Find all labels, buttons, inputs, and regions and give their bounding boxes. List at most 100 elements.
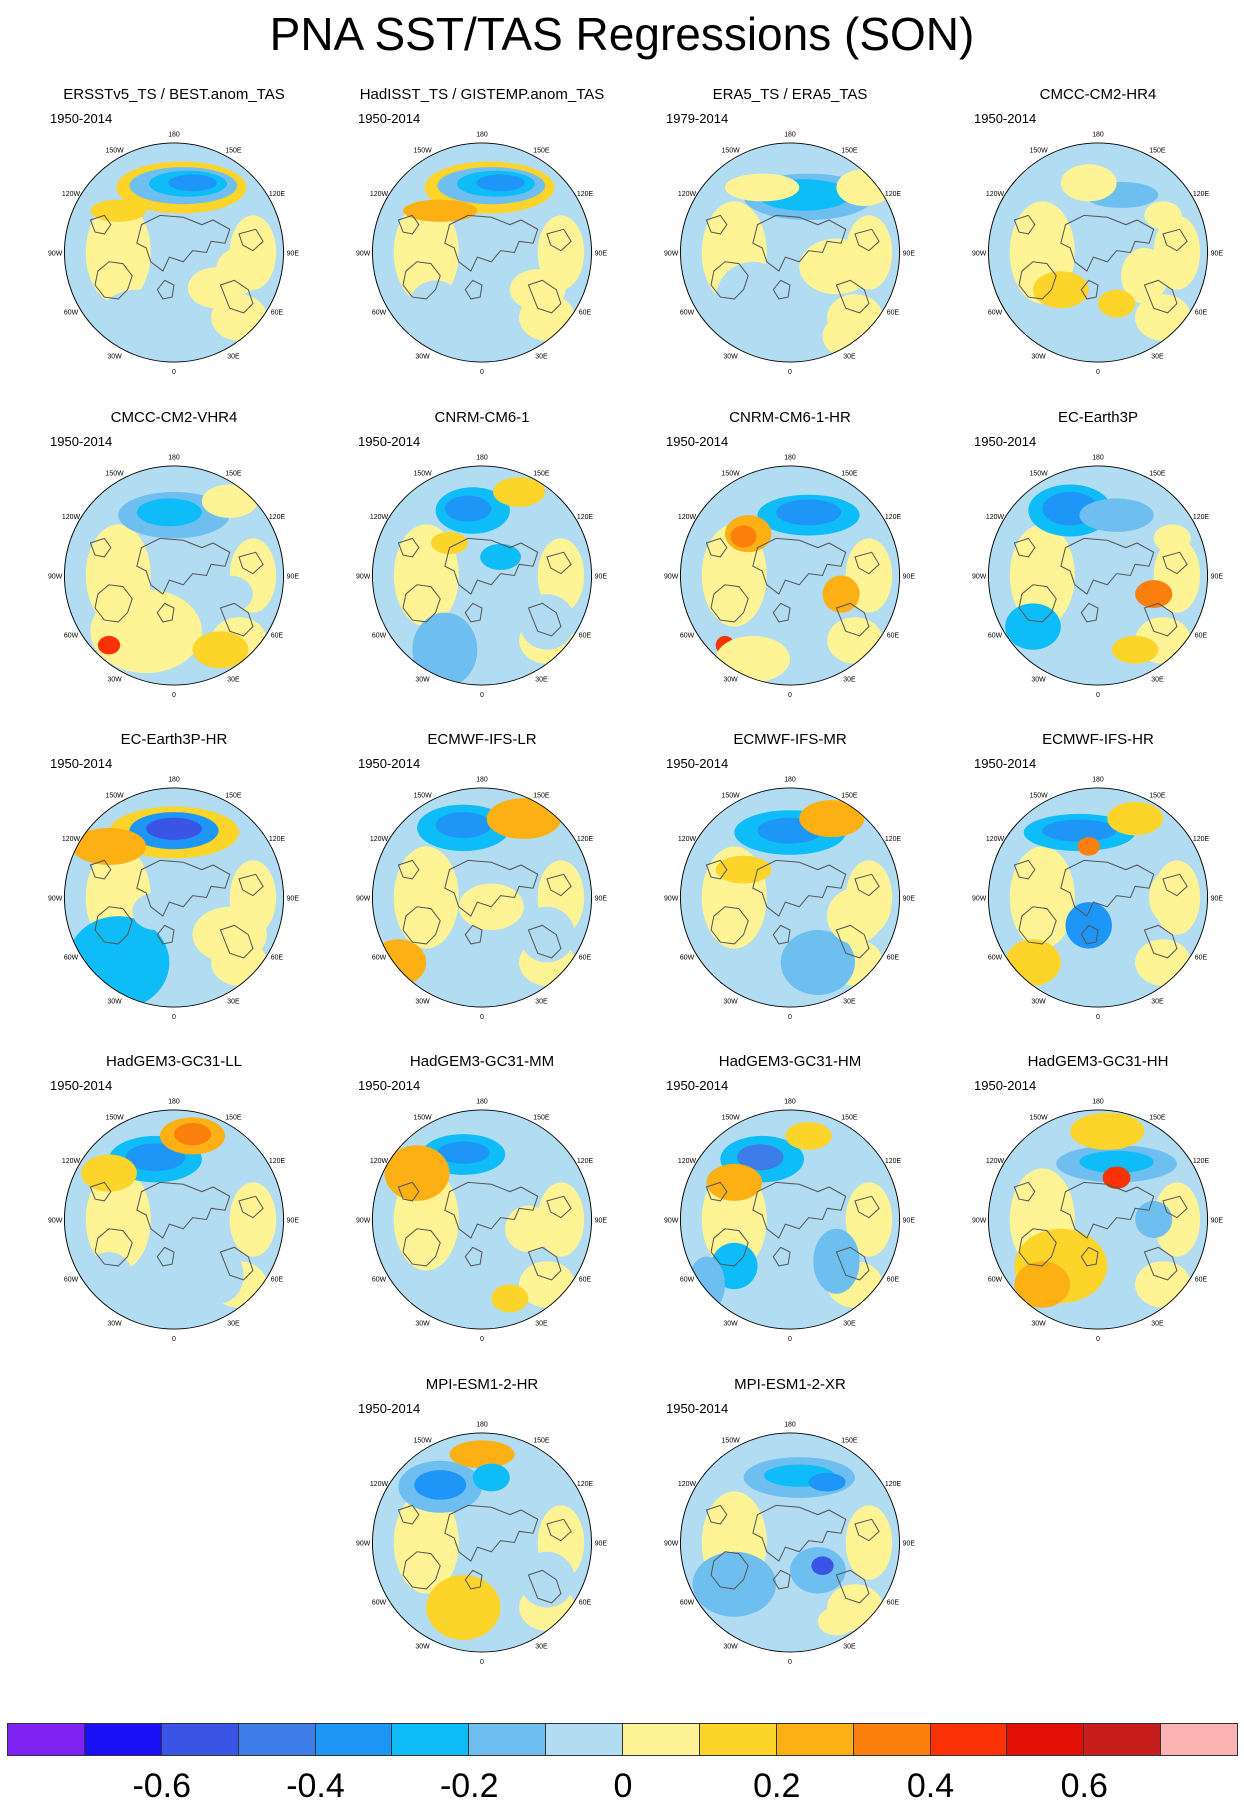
coastline [136, 537, 231, 595]
longitude-label: 30W [1031, 353, 1046, 360]
panel-period: 1950-2014 [358, 1078, 421, 1093]
map-border [63, 142, 285, 363]
anomaly-blob [1014, 1261, 1071, 1308]
longitude-label: 60E [887, 1600, 900, 1607]
anomaly-blob [493, 477, 546, 507]
anomaly-blob [1033, 271, 1089, 309]
coastline [527, 602, 562, 637]
longitude-label: 60E [887, 1277, 900, 1284]
longitude-label: 90W [356, 250, 371, 257]
coastline [546, 1195, 572, 1219]
anomaly-blob [168, 174, 217, 192]
longitude-label: 120E [269, 191, 286, 198]
colorbar-tick-label: 0.6 [1060, 1767, 1108, 1805]
longitude-label: 60E [1195, 1277, 1208, 1284]
coastline [705, 1504, 728, 1525]
map-field [680, 1109, 900, 1330]
coastline [1080, 1246, 1099, 1267]
map-field [372, 1109, 592, 1330]
map-panel: MPI-ESM1-2-XR 1950-2014 180 150E 120E 90E 60E 3… [640, 1376, 940, 1696]
longitude-label: 30W [723, 1320, 738, 1327]
longitude-label: 90E [595, 895, 608, 902]
longitude-label: 90W [664, 895, 679, 902]
coastline [444, 1504, 539, 1562]
coastline [464, 279, 483, 300]
longitude-label: 150W [105, 1114, 124, 1121]
longitude-label: 180 [1092, 454, 1104, 461]
coastline [219, 602, 254, 637]
longitude-label: 90W [48, 573, 63, 580]
longitude-label: 90W [664, 250, 679, 257]
longitude-label: 90W [48, 250, 63, 257]
longitude-label: 60E [271, 633, 284, 640]
anomaly-blob [384, 1145, 450, 1201]
longitude-label: 30W [415, 998, 430, 1005]
longitude-label: 60W [64, 310, 79, 317]
anomaly-blob [725, 173, 800, 202]
coastline [1060, 859, 1155, 917]
longitude-label: 120W [370, 1158, 389, 1165]
longitude-label: 90E [287, 1217, 300, 1224]
longitude-label: 60W [372, 955, 387, 962]
coastline [1060, 214, 1155, 272]
longitude-label: 30E [1151, 676, 1164, 683]
longitude-label: 120W [62, 836, 81, 843]
longitude-label: 30W [723, 998, 738, 1005]
longitude-label: 120E [577, 514, 594, 521]
coastline [854, 551, 880, 575]
map-field [372, 465, 592, 686]
longitude-label: 120W [370, 191, 389, 198]
anomaly-blob [836, 168, 893, 207]
anomaly-blob [403, 199, 478, 222]
longitude-label: 150W [105, 147, 124, 154]
longitude-label: 180 [476, 131, 488, 138]
coastline [1013, 537, 1036, 558]
longitude-label: 90E [1211, 895, 1224, 902]
polar-map: 180 150E 120E 90E 60E 30E 0 30W 60W 90W 120W 150W [664, 776, 915, 1021]
longitude-label: 30E [227, 353, 240, 360]
coastline [1013, 214, 1036, 235]
colorbar-swatch [237, 1723, 316, 1756]
coastline [854, 228, 880, 252]
longitude-label: 0 [1096, 1014, 1100, 1021]
map-panel: HadGEM3-GC31-HH 1950-2014 180 150E 120E 90E 60… [948, 1053, 1244, 1373]
longitude-label: 180 [476, 454, 488, 461]
longitude-label: 180 [784, 454, 796, 461]
longitude-label: 90E [287, 895, 300, 902]
panel-title: CNRM-CM6-1-HR [729, 409, 851, 426]
polar-map: 180 150E 120E 90E 60E 30E 0 30W 60W 90W 120W 150W [48, 131, 299, 376]
coastline [705, 859, 728, 880]
longitude-label: 150W [413, 792, 432, 799]
longitude-label: 60E [887, 955, 900, 962]
panel-title: ECMWF-IFS-MR [733, 731, 847, 748]
polar-map: 180 150E 120E 90E 60E 30E 0 30W 60W 90W 120W 150W [356, 776, 608, 1021]
longitude-label: 90W [972, 895, 987, 902]
map-border [679, 1109, 901, 1330]
longitude-label: 30W [723, 1643, 738, 1650]
colorbar-swatch [929, 1723, 1008, 1756]
longitude-label: 150E [225, 792, 242, 799]
anomaly-blob [192, 631, 249, 669]
panel-period: 1950-2014 [358, 434, 421, 449]
longitude-label: 90E [903, 1217, 916, 1224]
longitude-label: 60W [64, 955, 79, 962]
map-panel: CNRM-CM6-1 1950-2014 180 150E 120E 90E 60E 30E 0… [332, 409, 632, 729]
longitude-label: 90E [595, 573, 608, 580]
coastline [1018, 1228, 1057, 1267]
coastline [402, 584, 441, 623]
polar-map: 180 150E 120E 90E 60E 30E 0 30W 60W 90W 120W 150W [48, 1098, 300, 1343]
longitude-label: 90E [595, 1217, 608, 1224]
map-field [372, 787, 592, 1008]
map-field [372, 142, 592, 363]
map-border [371, 465, 593, 686]
coastline [238, 228, 264, 252]
longitude-label: 0 [172, 692, 176, 699]
panel-period: 1950-2014 [50, 434, 113, 449]
coastline [1162, 873, 1188, 897]
longitude-label: 60W [680, 1277, 695, 1284]
anomaly-blob [1144, 201, 1182, 230]
longitude-label: 30W [415, 1643, 430, 1650]
longitude-label: 60W [680, 633, 695, 640]
anomaly-blob [192, 906, 267, 963]
anomaly-blob [505, 1205, 552, 1252]
